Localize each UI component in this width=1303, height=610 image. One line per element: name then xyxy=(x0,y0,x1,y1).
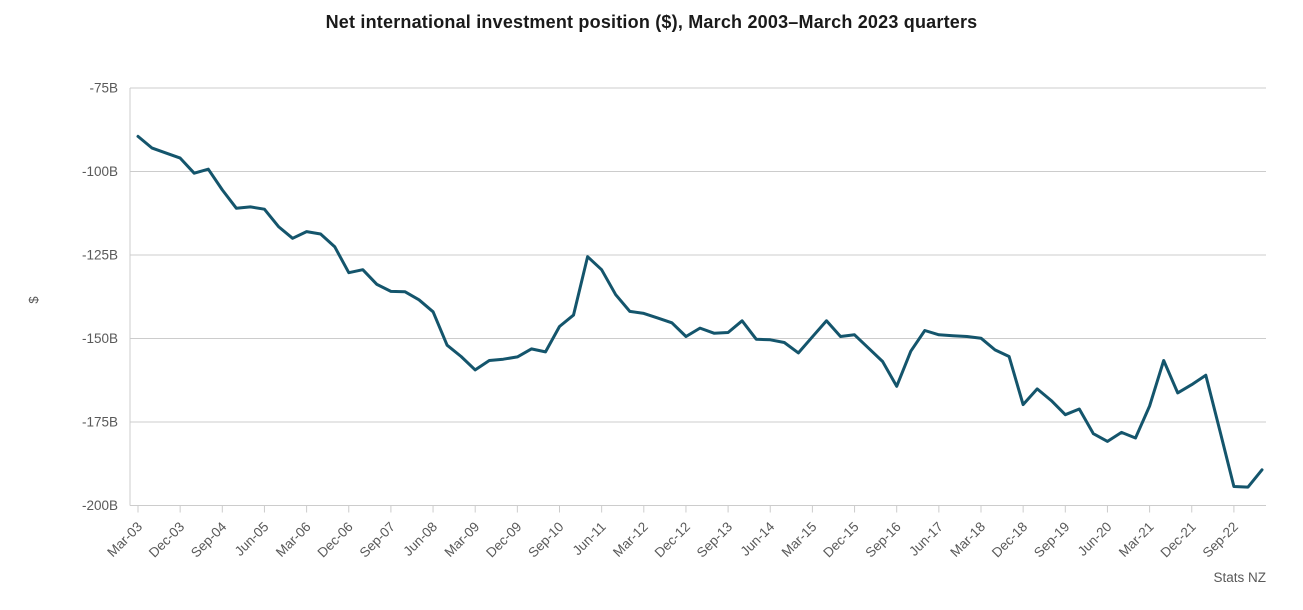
x-tick-label: Dec-03 xyxy=(146,519,187,560)
x-tick-label: Mar-09 xyxy=(441,519,482,560)
x-tick-label: Sep-16 xyxy=(862,519,903,560)
y-tick-label: -100B xyxy=(82,164,118,179)
x-tick-label: Mar-06 xyxy=(273,519,314,560)
x-tick-label: Mar-21 xyxy=(1116,519,1157,560)
x-tick-label: Jun-05 xyxy=(232,519,272,559)
chart-title: Net international investment position ($… xyxy=(325,12,978,32)
x-tick-label: Jun-17 xyxy=(906,519,946,559)
x-tick-label: Dec-18 xyxy=(989,519,1030,560)
x-tick-label: Dec-15 xyxy=(820,519,861,560)
x-tick-label: Dec-12 xyxy=(652,519,693,560)
x-tick-label: Mar-15 xyxy=(779,519,820,560)
x-tick-label: Sep-04 xyxy=(188,519,230,561)
y-tick-label: -200B xyxy=(82,498,118,513)
x-tick-label: Mar-03 xyxy=(104,519,145,560)
y-tick-label: -175B xyxy=(82,415,118,430)
niip-data-line xyxy=(136,134,1264,489)
x-tick-label: Mar-18 xyxy=(947,519,988,560)
y-tick-label: -75B xyxy=(89,81,118,96)
x-tick-label: Sep-10 xyxy=(525,519,566,560)
x-tick-label: Jun-20 xyxy=(1075,519,1115,559)
x-tick-label: Mar-12 xyxy=(610,519,651,560)
x-tick-label: Sep-22 xyxy=(1200,519,1241,560)
x-tick-label: Dec-06 xyxy=(314,519,355,560)
x-tick-label: Jun-14 xyxy=(738,519,778,559)
x-tick-label: Dec-09 xyxy=(483,519,524,560)
x-tick-label: Sep-13 xyxy=(694,519,735,560)
x-tick-label: Sep-19 xyxy=(1031,519,1072,560)
y-tick-label: -125B xyxy=(82,248,118,263)
source-attribution: Stats NZ xyxy=(1213,570,1266,585)
x-tick-label: Sep-07 xyxy=(357,519,398,560)
y-axis-unit-label: $ xyxy=(26,296,41,304)
y-tick-label: -150B xyxy=(82,331,118,346)
x-tick-label: Jun-08 xyxy=(400,519,440,559)
x-tick-label: Jun-11 xyxy=(570,519,609,558)
x-tick-label: Dec-21 xyxy=(1157,519,1198,560)
